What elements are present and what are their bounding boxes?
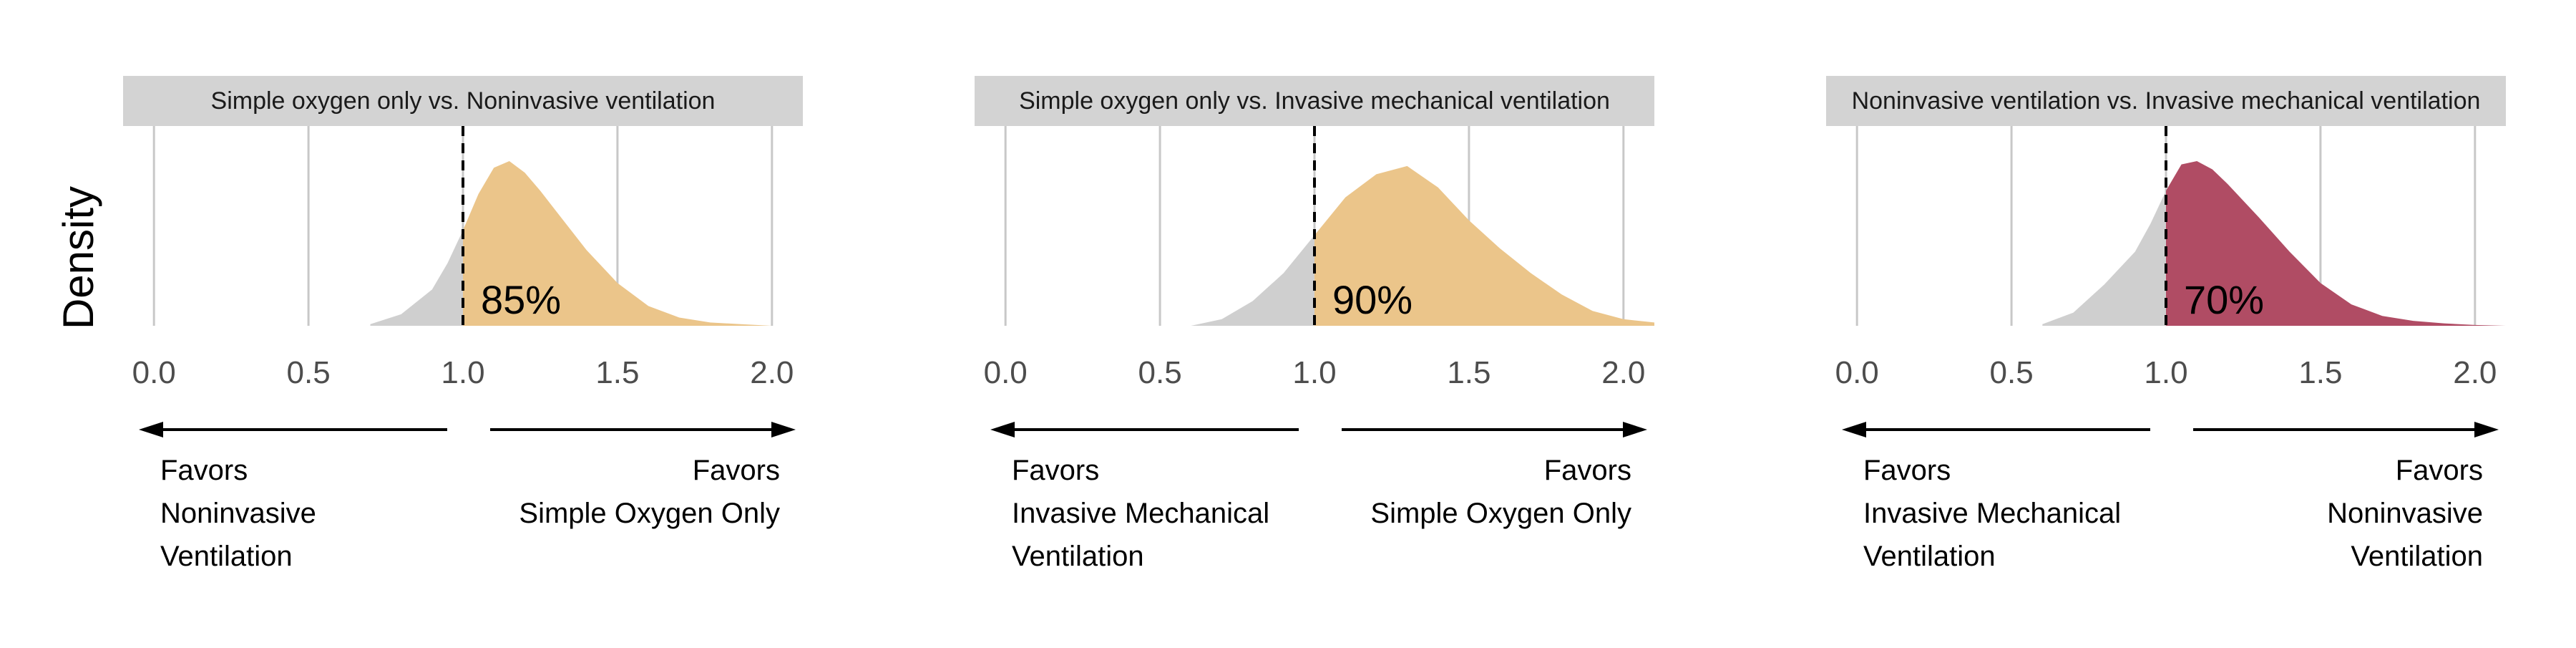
panel-3-left-favors-line-1: Favors <box>1863 455 1951 486</box>
panel-3-tick-label-4: 2.0 <box>2453 355 2497 390</box>
panel-1-tick-label-2: 1.0 <box>441 355 484 390</box>
panel-2-left-favors-line-1: Favors <box>1012 455 1099 486</box>
panel-2-right-favors-line-2: Simple Oxygen Only <box>1370 498 1631 529</box>
panel-3-density-below-1 <box>2042 190 2166 326</box>
panel-3-right-favors-line-1: Favors <box>2396 455 2483 486</box>
panel-1-tick-label-0: 0.0 <box>132 355 176 390</box>
panel-1-strip <box>123 76 803 126</box>
panel-2-probability-label: 90% <box>1332 277 1413 322</box>
panel-1-left-arrow-head <box>139 422 163 437</box>
panel-1-title: Simple oxygen only vs. Noninvasive venti… <box>211 87 716 115</box>
panel-2-right-favors-line-1: Favors <box>1544 455 1631 486</box>
panel-2-tick-label-3: 1.5 <box>1447 355 1491 390</box>
panel-3-right-arrow-head <box>2474 422 2499 437</box>
panel-1-right-arrow-head <box>771 422 796 437</box>
panel-2-tick-label-4: 2.0 <box>1601 355 1645 390</box>
y-axis-label: Density <box>54 186 102 329</box>
panel-1-tick-label-1: 0.5 <box>287 355 331 390</box>
panel-2-left-favors-line-2: Invasive Mechanical <box>1012 498 1269 529</box>
panel-1-density-below-1 <box>370 230 463 326</box>
panel-3-tick-label-0: 0.0 <box>1835 355 1879 390</box>
panel-3-tick-label-1: 0.5 <box>1990 355 2034 390</box>
panel-3-tick-label-2: 1.0 <box>2144 355 2187 390</box>
panel-1-tick-label-4: 2.0 <box>750 355 794 390</box>
panel-3-right-favors-line-3: Ventilation <box>2351 541 2483 572</box>
panel-3-right-favors-line-2: Noninvasive <box>2327 498 2483 529</box>
panel-2-right-arrow-head <box>1623 422 1647 437</box>
panel-3-left-favors-line-3: Ventilation <box>1863 541 1996 572</box>
panel-1-left-favors-line-1: Favors <box>160 455 248 486</box>
panel-1-right-favors-line-1: Favors <box>693 455 780 486</box>
panel-3-tick-label-3: 1.5 <box>2298 355 2342 390</box>
panel-3-density-above-1 <box>2166 161 2506 326</box>
panel-2-title: Simple oxygen only vs. Invasive mechanic… <box>1019 87 1610 115</box>
panel-2-tick-label-2: 1.0 <box>1292 355 1336 390</box>
panel-3-title: Noninvasive ventilation vs. Invasive mec… <box>1852 87 2481 115</box>
panel-1-left-favors-line-2: Noninvasive <box>160 498 316 529</box>
panel-2-tick-label-1: 0.5 <box>1138 355 1182 390</box>
panel-2-density-above-1 <box>1314 165 1654 326</box>
panel-3-probability-label: 70% <box>2184 277 2264 322</box>
panel-2-left-favors-line-3: Ventilation <box>1012 541 1144 572</box>
panel-3-strip <box>1826 76 2506 126</box>
panel-3-left-favors-line-2: Invasive Mechanical <box>1863 498 2121 529</box>
panel-1-probability-label: 85% <box>481 277 561 322</box>
panel-1-right-favors-line-2: Simple Oxygen Only <box>519 498 780 529</box>
panel-3-left-arrow-head <box>1842 422 1866 437</box>
panel-2-tick-label-0: 0.0 <box>984 355 1028 390</box>
panel-2-density-below-1 <box>1191 235 1314 326</box>
panel-1-tick-label-3: 1.5 <box>595 355 639 390</box>
panel-1-left-favors-line-3: Ventilation <box>160 541 293 572</box>
panel-2-strip <box>975 76 1654 126</box>
panel-2-left-arrow-head <box>990 422 1015 437</box>
panel-1-density-above-1 <box>463 161 772 326</box>
